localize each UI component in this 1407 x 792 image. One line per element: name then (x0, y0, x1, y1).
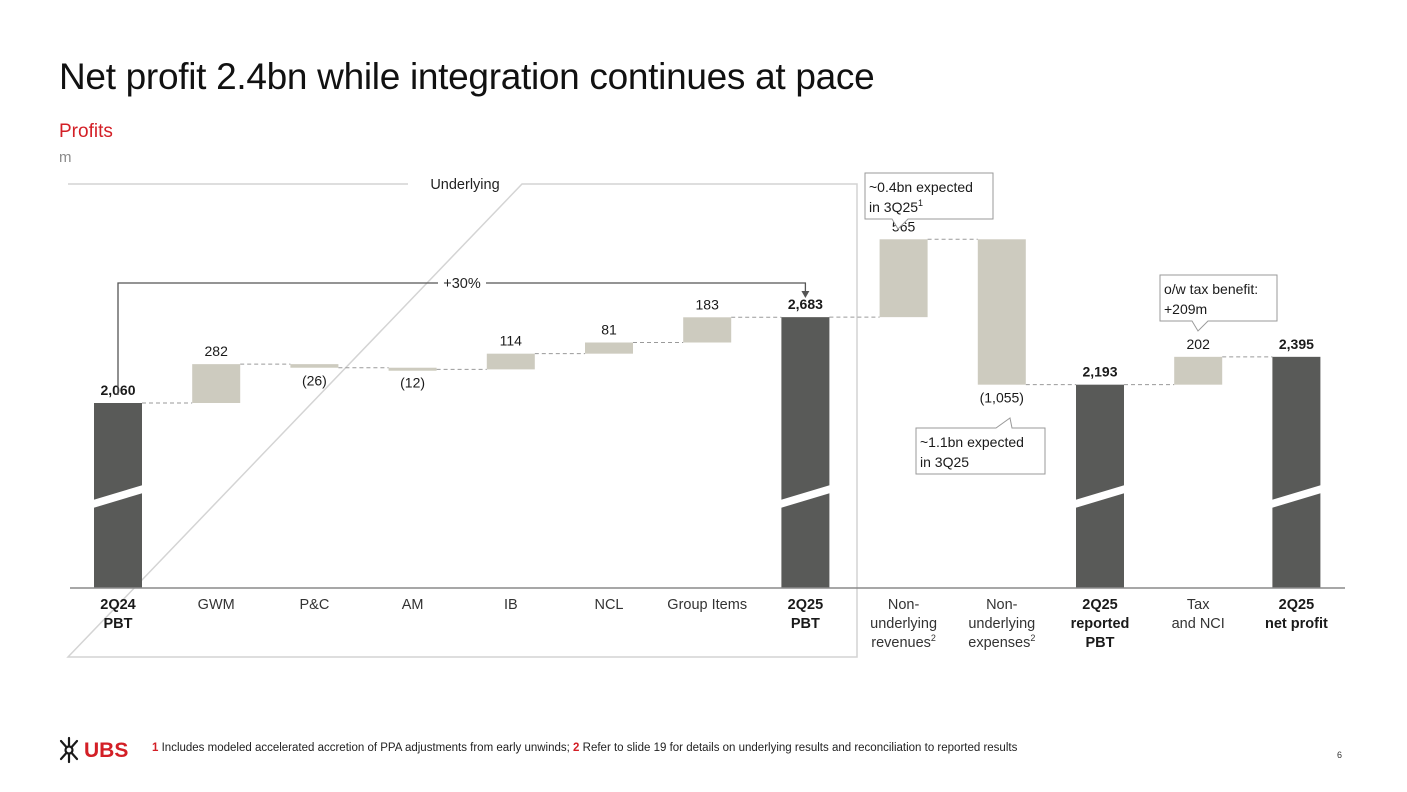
underlying-box-label: Underlying (430, 177, 499, 193)
category-label: expenses2 (968, 633, 1035, 651)
underlying-group-box (66, 183, 858, 658)
category-label: underlying (870, 616, 937, 632)
callout-box (915, 417, 1046, 475)
callout-text: ~0.4bn expected (869, 179, 973, 195)
page-title: Net profit 2.4bn while integration conti… (59, 56, 875, 97)
data-label-non-underlying-expenses: (1,055) (980, 390, 1024, 406)
data-label-2q25-reported-pbt: 2,193 (1082, 364, 1117, 380)
data-label-tax-and-nci: 202 (1187, 336, 1211, 352)
category-label: GWM (198, 597, 235, 613)
category-label: AM (402, 597, 424, 613)
category-label: 2Q25 (1279, 597, 1314, 613)
data-label-gwm: 282 (205, 343, 229, 359)
data-label-2q25-net-profit: 2,395 (1279, 336, 1314, 352)
category-label: PBT (104, 616, 133, 632)
unit-label: m (59, 149, 72, 166)
category-label: 2Q25 (788, 597, 823, 613)
bar-non-underlying-expenses (977, 239, 1026, 385)
bar-2q25-reported-pbt (1076, 384, 1124, 588)
category-label: NCL (594, 597, 623, 613)
data-label-p-c: (26) (302, 373, 327, 389)
category-label: Non- (986, 597, 1018, 613)
ubs-logo: UBS (59, 736, 128, 764)
bar-p-c (290, 364, 339, 368)
category-label: and NCI (1172, 616, 1225, 632)
bar-non-underlying-revenues (879, 239, 928, 318)
page-number: 6 (1337, 750, 1343, 760)
footnote-2-number: 2 (573, 742, 580, 754)
data-label-group-items: 183 (696, 296, 720, 312)
category-label: Tax (1187, 597, 1210, 613)
footnotes: 1 Includes modeled accelerated accretion… (152, 742, 1017, 754)
data-label-ib: 114 (500, 333, 523, 349)
category-label: Non- (888, 597, 920, 613)
category-label: 2Q25 (1082, 597, 1117, 613)
footnote-2-text: Refer to slide 19 for details on underly… (579, 742, 1018, 754)
category-label: PBT (791, 616, 820, 632)
axis-break-mark (1271, 485, 1322, 508)
axis-break-mark (780, 485, 831, 508)
category-label: reported (1071, 616, 1130, 632)
category-label: Group Items (667, 597, 747, 613)
category-label: IB (504, 597, 518, 613)
axis-break-mark (1075, 485, 1125, 508)
category-label: 2Q24 (100, 597, 135, 613)
bar-am (388, 367, 437, 371)
bar-gwm (192, 364, 241, 403)
footnote-superscript: 1 (918, 198, 923, 208)
footnote-superscript: 2 (1030, 633, 1035, 643)
callout-text: in 3Q25 (920, 454, 969, 470)
bar-2q25-net-profit (1272, 356, 1321, 588)
bar-tax-and-nci (1174, 356, 1223, 385)
footnote-1-text: Includes modeled accelerated accretion o… (158, 742, 574, 754)
callout-text: o/w tax benefit: (1164, 281, 1258, 297)
category-label: PBT (1086, 635, 1115, 651)
category-label: net profit (1265, 616, 1328, 632)
callout-box (1159, 274, 1278, 332)
data-label-2q25-pbt: 2,683 (788, 296, 823, 312)
footnote-1-number: 1 (152, 742, 159, 754)
category-label: P&C (299, 597, 329, 613)
callout-text: +209m (1164, 301, 1207, 317)
growth-arrow-label: +30% (443, 276, 481, 292)
bar-ncl (585, 342, 633, 354)
callout-box (864, 172, 994, 230)
waterfall-chart: Underlying2,0602Q24PBT282GWM(26)P&C(12)A… (66, 172, 1345, 658)
category-label: underlying (968, 616, 1035, 632)
data-label-am: (12) (400, 374, 425, 390)
callout-text: in 3Q251 (869, 198, 923, 215)
growth-arrow-head (801, 291, 810, 298)
ubs-logo-text: UBS (84, 739, 128, 762)
keys-icon (59, 736, 79, 764)
bar-ib (486, 353, 535, 370)
category-label: revenues2 (871, 633, 936, 651)
section-label: Profits (59, 121, 113, 142)
bar-group-items (683, 317, 732, 343)
callout-text: ~1.1bn expected (920, 434, 1024, 450)
data-label-ncl: 81 (601, 322, 617, 338)
footnote-superscript: 2 (931, 633, 936, 643)
axis-break-mark (93, 485, 143, 508)
bar-2q25-pbt (781, 317, 830, 588)
growth-arrow-line (117, 282, 807, 395)
